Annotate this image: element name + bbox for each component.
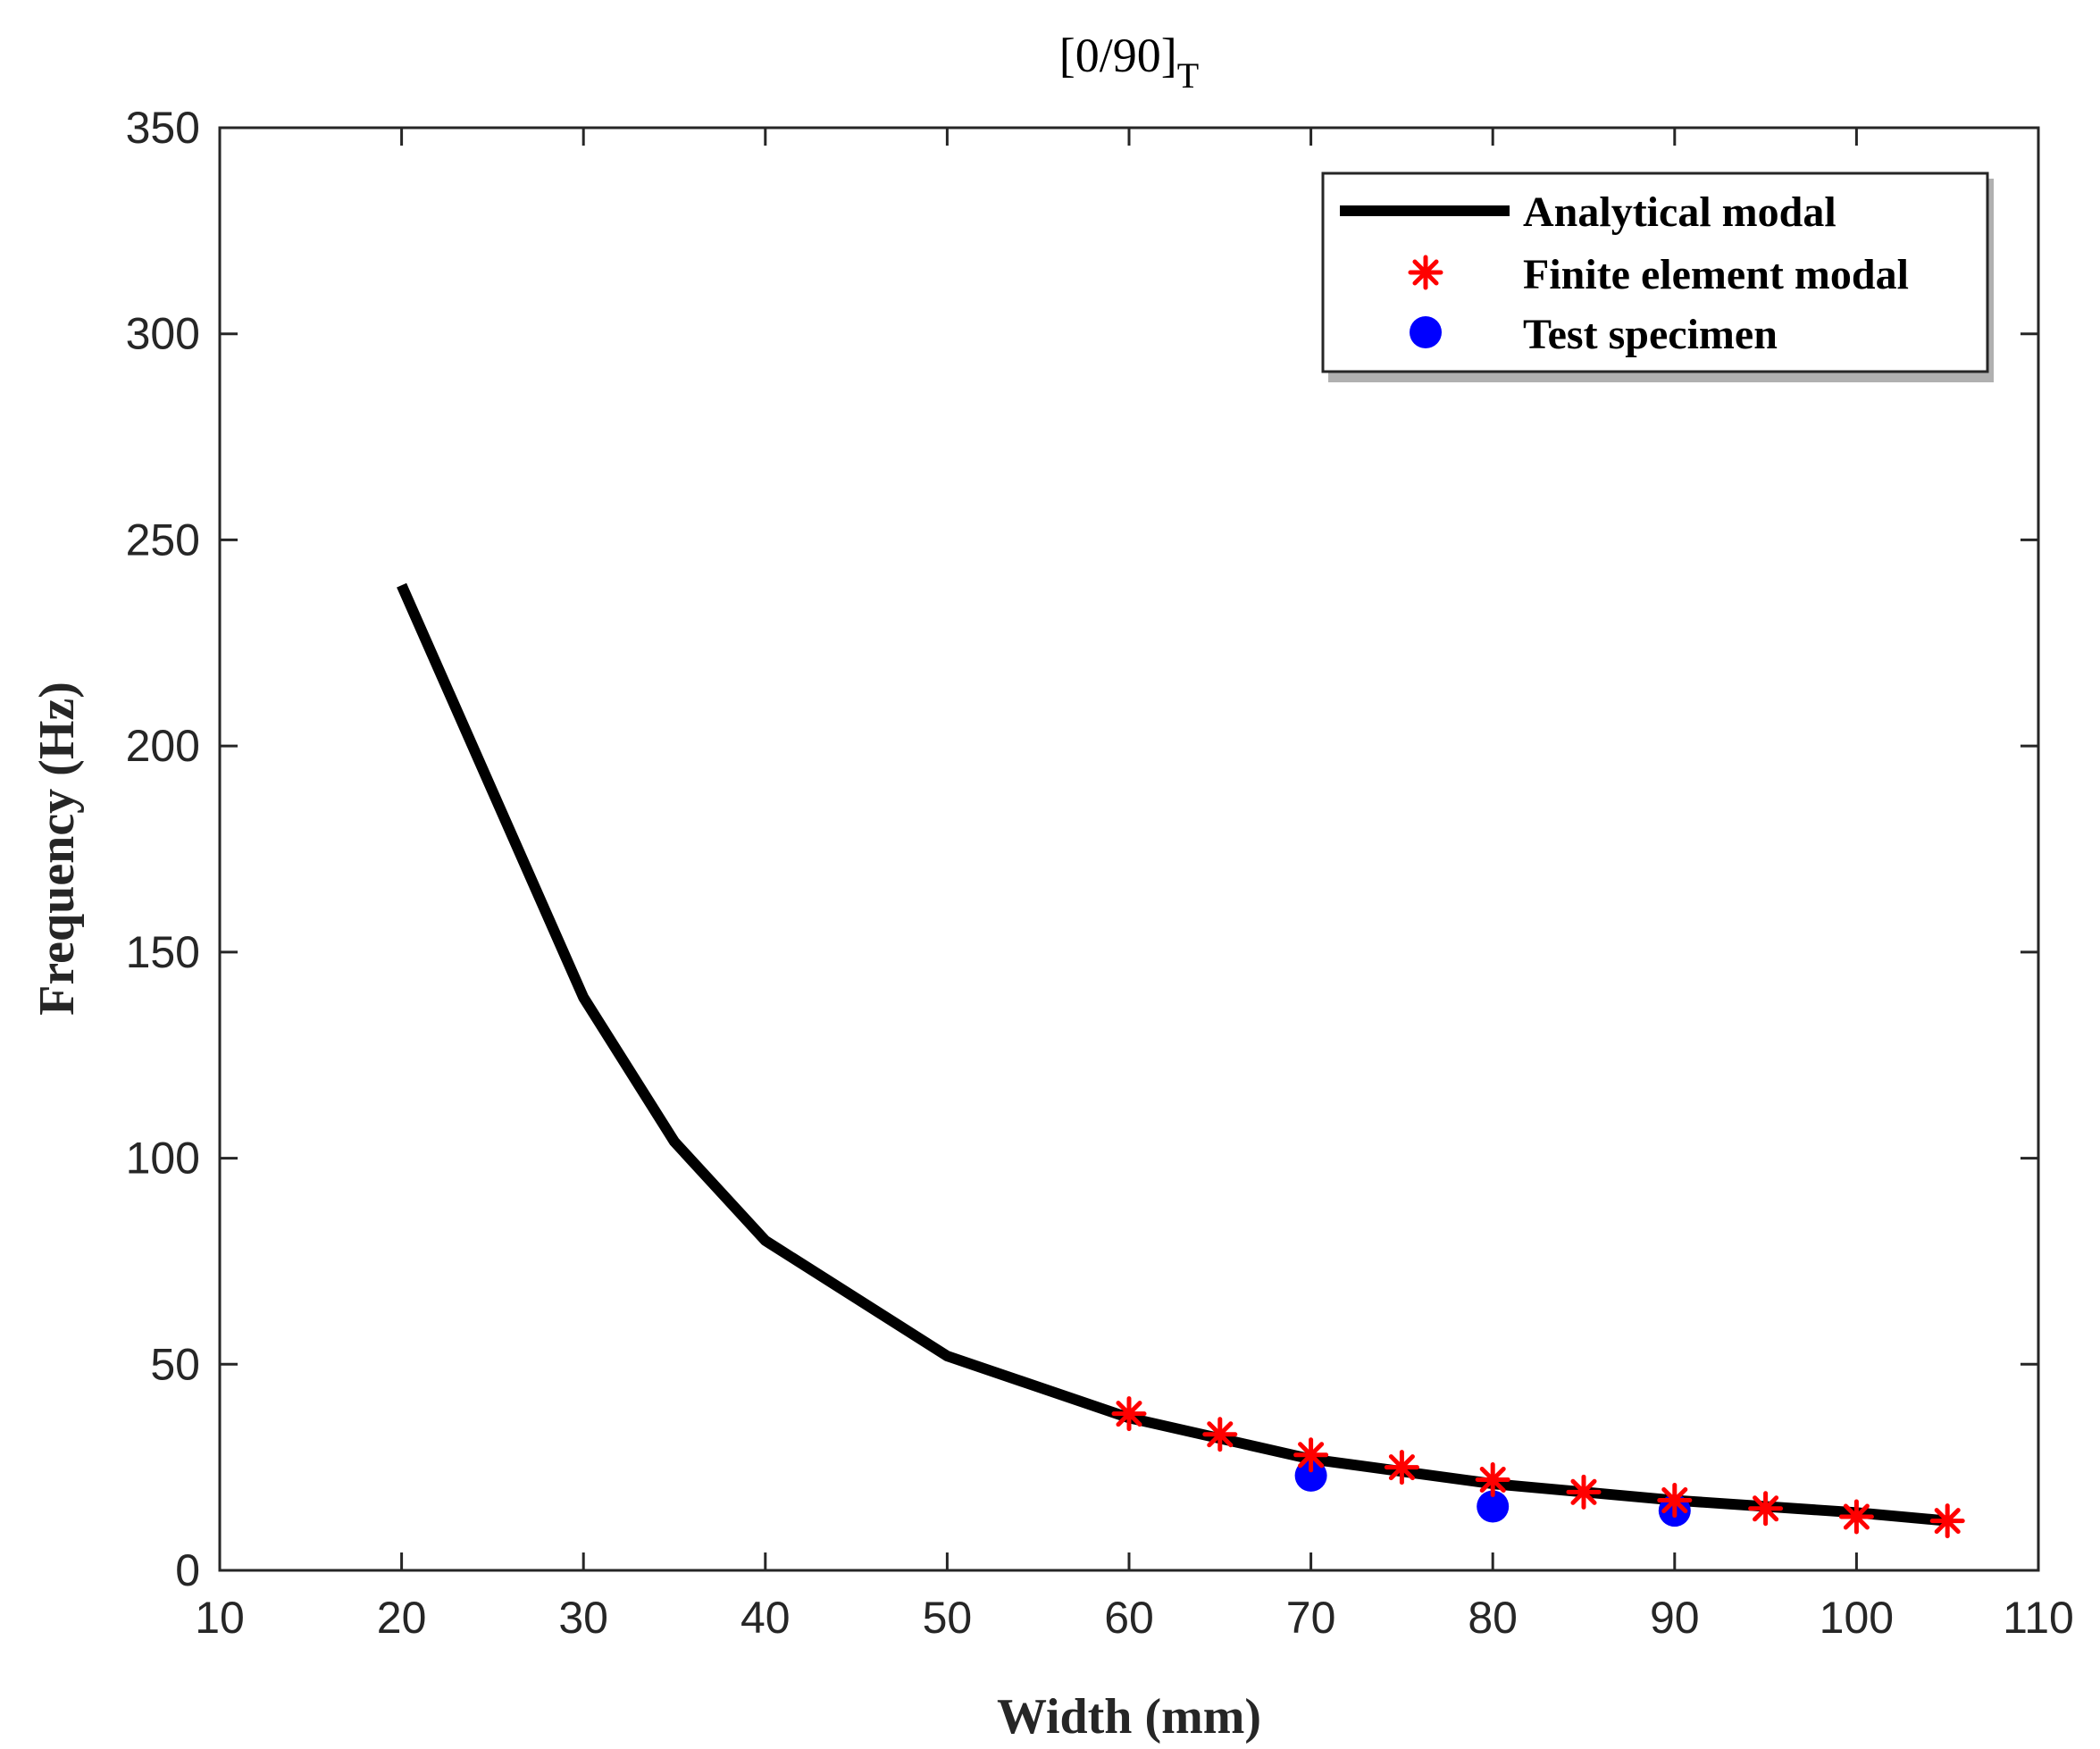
finite-element-point (1293, 1437, 1329, 1473)
chart-title-subscript: T (1177, 55, 1199, 96)
legend-label-analytical: Analytical modal (1523, 188, 1836, 236)
x-tick-label: 60 (1104, 1593, 1154, 1643)
chart-title: [0/90]T (1059, 29, 1199, 96)
finite-element-point (1384, 1450, 1419, 1485)
finite-element-point (1657, 1483, 1693, 1519)
legend-label-test: Test specimen (1523, 311, 1778, 358)
ticks-layer: 10 20 30 40 50 60 70 80 90 100 110 0 50 100 150 200 250 3… (126, 103, 2074, 1643)
y-tick-label: 250 (126, 515, 200, 565)
finite-element-point (1748, 1491, 1784, 1527)
x-tick-label: 90 (1650, 1593, 1700, 1643)
legend-marker-fe (1408, 255, 1443, 290)
x-tick-label: 10 (195, 1593, 245, 1643)
legend-marker-test (1410, 316, 1442, 348)
x-tick-label: 50 (923, 1593, 973, 1643)
x-tick-label: 20 (377, 1593, 427, 1643)
legend-label-fe: Finite element modal (1523, 251, 1909, 298)
y-tick-label: 350 (126, 103, 200, 153)
finite-element-point (1838, 1499, 1874, 1535)
chart-title-main: [0/90] (1059, 29, 1177, 82)
x-tick-label: 30 (558, 1593, 608, 1643)
test-specimen-point (1294, 1459, 1327, 1492)
x-tick-label: 80 (1468, 1593, 1518, 1643)
x-tick-label: 100 (1820, 1593, 1894, 1643)
x-tick-label: 40 (740, 1593, 791, 1643)
y-tick-label: 0 (175, 1545, 200, 1595)
legend-star-glyph (1408, 255, 1443, 290)
series-layer (397, 582, 1965, 1539)
legend: Analytical modal Finite element modal Te… (1321, 172, 1994, 382)
y-tick-label: 100 (126, 1134, 200, 1184)
finite-element-point (1475, 1461, 1510, 1497)
y-axis-title: Frequency (Hz) (29, 682, 85, 1016)
y-tick-label: 300 (126, 309, 200, 359)
x-tick-label: 110 (2003, 1593, 2074, 1643)
test-specimen-point (1477, 1490, 1510, 1523)
finite-element-point (1202, 1417, 1238, 1452)
finite-element-point (1929, 1503, 1965, 1539)
y-tick-label: 150 (126, 927, 200, 977)
y-tick-label: 50 (150, 1339, 200, 1389)
y-tick-label: 200 (126, 721, 200, 771)
finite-element-point (1566, 1474, 1602, 1510)
x-axis-title: Width (mm) (997, 1689, 1261, 1745)
x-tick-label: 70 (1286, 1593, 1336, 1643)
finite-element-point (1111, 1396, 1147, 1432)
